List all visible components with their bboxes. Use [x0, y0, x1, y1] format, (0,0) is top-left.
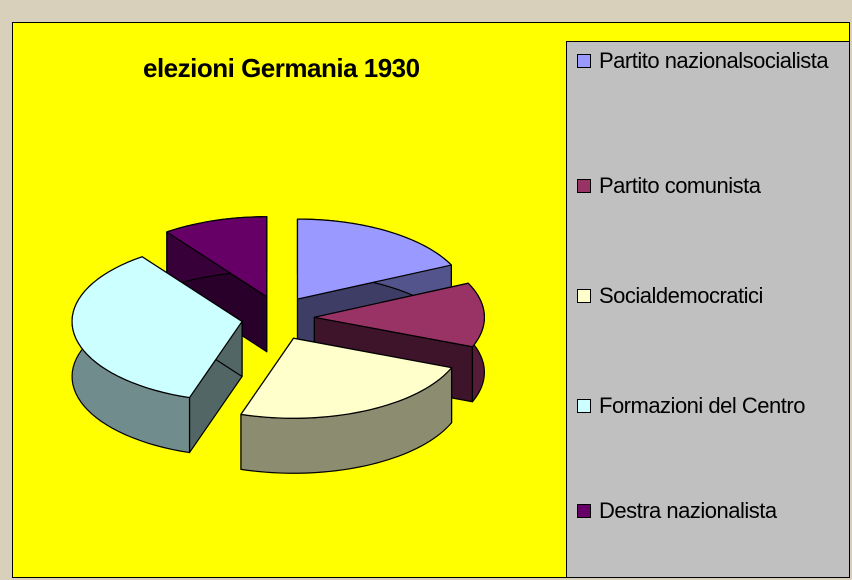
legend-swatch [577, 54, 591, 68]
slice [313, 282, 485, 348]
legend-entry: Formazioni del Centro [577, 387, 847, 425]
legend-entry: Socialdemocratici [577, 277, 847, 315]
chart-title: elezioni Germania 1930 [143, 53, 420, 83]
legend-label: Formazioni del Centro [599, 393, 805, 418]
chart [71, 216, 485, 474]
legend-entry: Destra nazionalista [577, 492, 847, 530]
legend-swatch [577, 289, 591, 303]
legend-entry: Partito nazionalsocialista [577, 42, 847, 80]
slice [166, 216, 268, 298]
slice [71, 256, 243, 399]
legend-label: Partito nazionalsocialista [599, 48, 829, 73]
legend-label: Destra nazionalista [599, 498, 777, 523]
legend-swatch [577, 399, 591, 413]
legend: Partito nazionalsocialista Partito comuni… [566, 41, 849, 577]
slice [240, 337, 453, 419]
legend-entry: Partito comunista [577, 167, 847, 205]
slice [296, 218, 452, 300]
chart-area: elezioni Germania 1930 Partito nazionals… [12, 22, 850, 578]
legend-swatch [577, 179, 591, 193]
legend-label: Partito comunista [599, 173, 761, 198]
legend-swatch [577, 504, 591, 518]
legend-label: Socialdemocratici [599, 283, 763, 308]
